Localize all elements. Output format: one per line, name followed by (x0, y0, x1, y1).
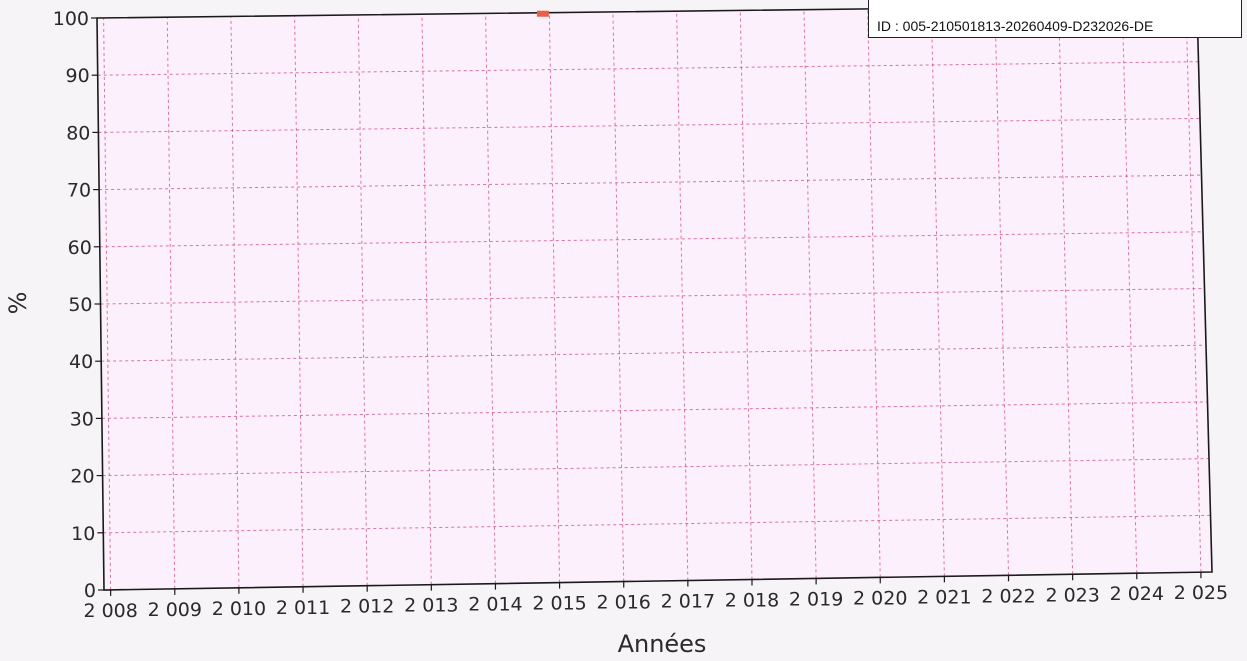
plot-area (97, 5, 1212, 590)
y-tick-label: 100 (53, 8, 89, 30)
grid-line-vertical (103, 17, 112, 590)
grid-line-vertical (930, 8, 945, 577)
x-tick-label: 2 010 (212, 598, 266, 620)
x-tick-label: 2 016 (597, 592, 651, 614)
y-tick-label: 40 (69, 351, 93, 373)
y-tick-label: 30 (70, 408, 94, 430)
grid-line-vertical (676, 11, 689, 581)
grid-line-vertical (230, 16, 240, 588)
plot-frame (96, 4, 1213, 591)
grid-line-horizontal (100, 288, 1205, 305)
x-tick-label: 2 011 (276, 597, 330, 619)
series (536, 10, 549, 17)
x-tick-label: 2 012 (340, 596, 394, 618)
grid-line-horizontal (99, 231, 1204, 248)
grid-line-vertical (548, 12, 561, 583)
id-stamp: ID : 005-210501813-20260409-D232026-DE (868, 0, 1242, 38)
grid-line-vertical (485, 13, 496, 584)
grid-line-horizontal (99, 174, 1202, 191)
grid-line-vertical (867, 8, 881, 578)
grid-line-vertical (803, 9, 817, 579)
grid-line-vertical (294, 15, 304, 587)
grid-line-horizontal (101, 401, 1208, 419)
x-tick-label: 2 022 (981, 585, 1035, 607)
x-tick-label: 2 008 (83, 600, 137, 622)
y-axis-title: % (4, 292, 32, 315)
grid-line-horizontal (102, 458, 1210, 477)
x-tick-label: 2 015 (532, 593, 586, 615)
x-tick-label: 2 013 (404, 595, 458, 617)
grid-line-vertical (166, 17, 176, 589)
x-tick-label: 2 014 (468, 594, 522, 616)
y-tick-label: 10 (71, 523, 95, 545)
grid-line-vertical (421, 14, 432, 585)
y-tick-label: 20 (70, 466, 94, 488)
plot-border (96, 4, 1213, 591)
y-tick-label: 80 (66, 122, 90, 144)
y-tick-label: 70 (67, 180, 91, 202)
x-axis-ticks: 2 008 2 009 2 010 2 011 2 012 2 013 2 014 2 015… (83, 572, 1228, 622)
plot-background (97, 5, 1212, 590)
grid-line-vertical (1121, 5, 1138, 574)
y-tick-label: 90 (66, 65, 90, 87)
id-stamp-text: ID : 005-210501813-20260409-D232026-DE (877, 18, 1154, 34)
grid-line-vertical (612, 11, 625, 582)
grid (97, 5, 1211, 590)
grid-line-vertical (739, 10, 753, 580)
y-axis-ticks: 0 10 20 30 40 50 60 70 80 90 100 (53, 8, 104, 602)
y-tick-label: 0 (84, 580, 96, 602)
grid-line-horizontal (103, 514, 1211, 534)
x-tick-label: 2 017 (661, 591, 715, 613)
x-tick-label: 2 019 (789, 588, 843, 610)
data-point (536, 10, 549, 17)
x-tick-label: 2 024 (1110, 583, 1164, 605)
x-tick-label: 2 025 (1174, 582, 1228, 604)
grid-line-vertical (1185, 5, 1202, 573)
x-tick-label: 2 009 (148, 599, 202, 621)
x-tick-label: 2 020 (853, 587, 907, 609)
y-tick-label: 50 (68, 294, 92, 316)
y-tick-label: 60 (68, 237, 92, 259)
x-tick-label: 2 021 (917, 586, 971, 608)
grid-line-horizontal (98, 117, 1201, 133)
grid-line-vertical (1058, 6, 1074, 575)
x-tick-label: 2 018 (725, 589, 779, 611)
x-tick-label: 2 023 (1045, 584, 1099, 606)
grid-line-vertical (357, 14, 368, 586)
grid-line-horizontal (101, 344, 1207, 362)
x-axis-title: Années (618, 630, 707, 658)
grid-line-vertical (994, 7, 1010, 576)
